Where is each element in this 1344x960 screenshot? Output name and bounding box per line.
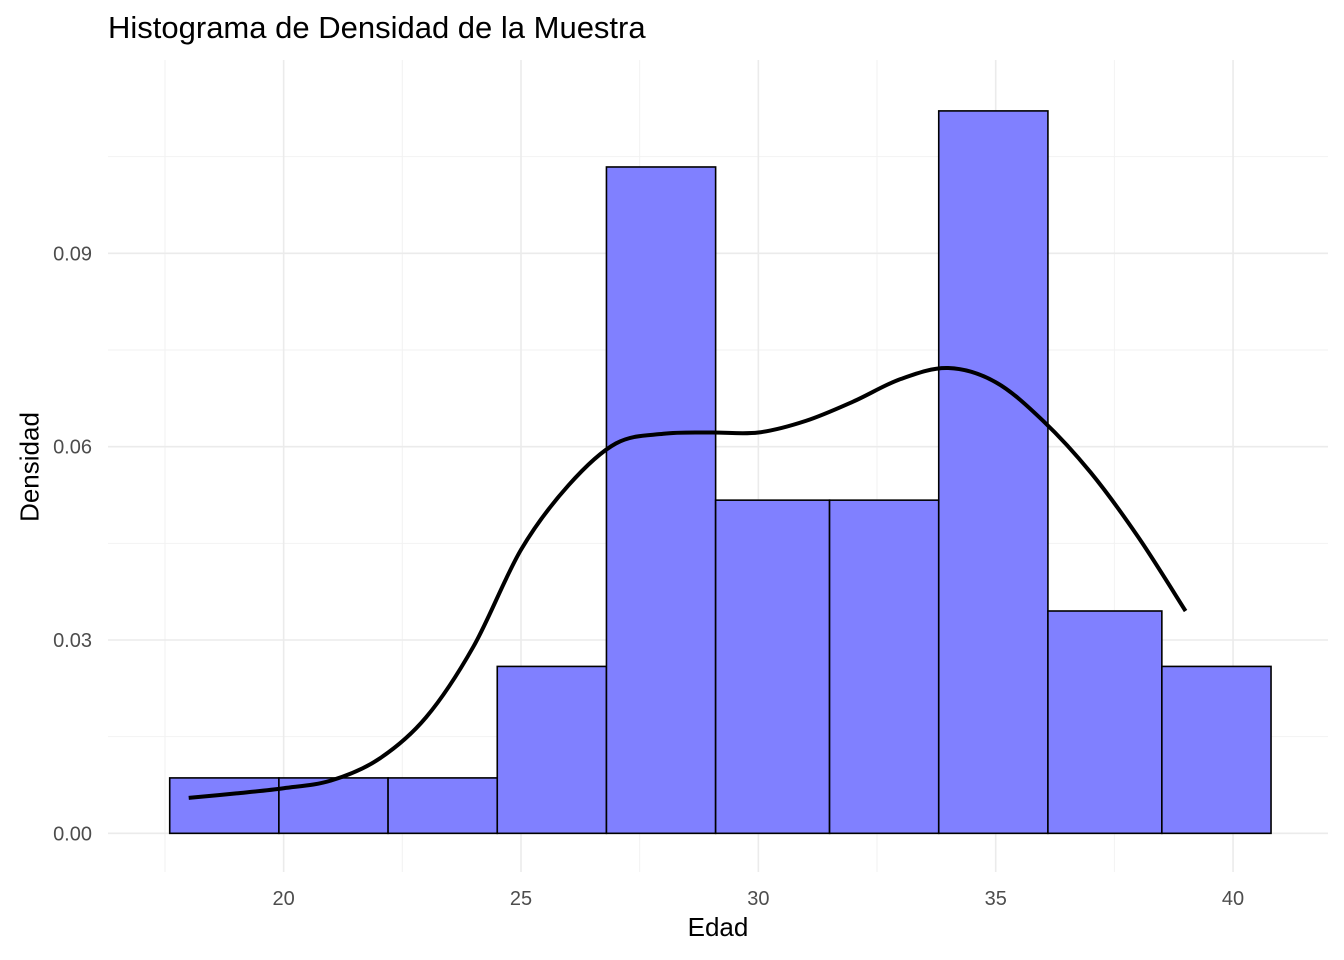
histogram-bar-1: [168, 777, 280, 835]
histogram-bar-5: [605, 166, 717, 835]
histogram-bar-8: [937, 110, 1049, 835]
y-tick-label: 0.09: [53, 243, 92, 265]
chart-title: Histograma de Densidad de la Muestra: [108, 10, 646, 45]
y-axis-ticks: 0.00 0.03 0.06 0.09: [53, 243, 92, 845]
x-tick-label: 20: [273, 888, 295, 910]
x-axis-ticks: 20 25 30 35 40: [273, 888, 1245, 910]
histogram-bar-3: [387, 777, 499, 835]
histogram-bars: [168, 110, 1272, 835]
density-curve-group: [188, 366, 1188, 800]
histogram-bar-7: [828, 499, 940, 835]
histogram-bar-9: [1047, 610, 1163, 835]
x-axis-label: Edad: [687, 912, 749, 942]
x-tick-label: 40: [1222, 888, 1244, 910]
x-tick-label: 35: [985, 888, 1007, 910]
x-tick-label: 25: [510, 888, 532, 910]
histogram-bar-4: [496, 665, 608, 835]
histogram-bar-6: [714, 499, 831, 835]
y-axis-label: Densidad: [14, 412, 45, 522]
x-tick-label: 30: [747, 888, 769, 910]
y-tick-label: 0.06: [53, 437, 92, 459]
y-tick-label: 0.00: [53, 823, 92, 845]
y-tick-label: 0.03: [53, 630, 92, 652]
histogram-bar-10: [1161, 665, 1272, 835]
density-curve-line: [188, 366, 1188, 800]
